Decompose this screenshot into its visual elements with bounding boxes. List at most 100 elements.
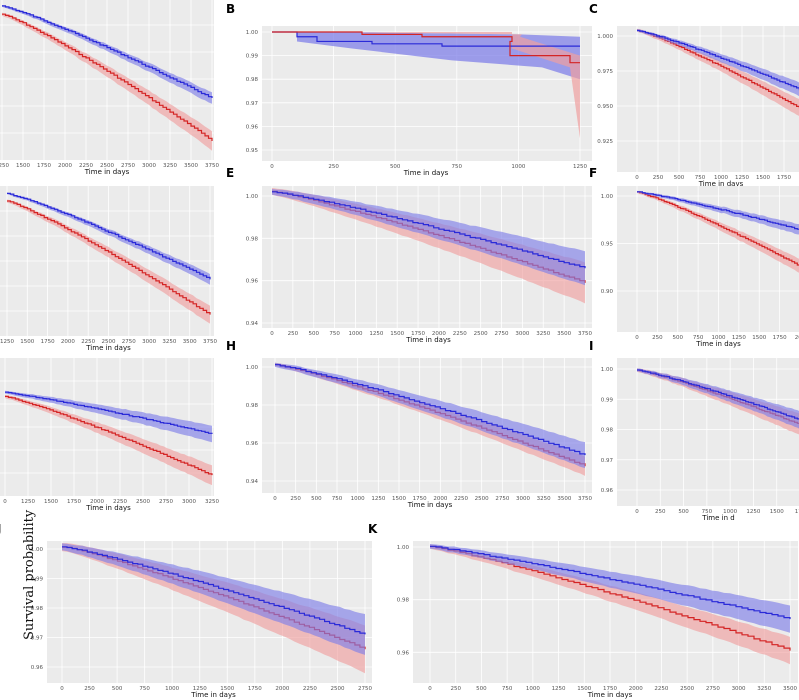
x-tick-label: 3750: [205, 163, 219, 169]
x-tick-label: 1000: [351, 496, 365, 502]
x-tick-label: 2250: [79, 163, 93, 169]
y-tick-label: 1.00: [246, 365, 259, 371]
y-tick-label: 0.96: [397, 650, 410, 656]
x-tick-label: 1750: [41, 339, 55, 345]
x-tick-label: 1250: [573, 164, 587, 170]
x-axis-label: Time in days: [587, 691, 633, 699]
x-tick-label: 2750: [122, 339, 136, 345]
x-tick-label: 2250: [654, 686, 668, 692]
x-tick-label: 1750: [37, 163, 51, 169]
x-tick-label: 1000: [165, 686, 179, 692]
y-tick-label: 0.97: [31, 636, 44, 642]
x-axis-label: Time in days: [85, 504, 131, 512]
panel-h: 0 250 500 750 1000 1250 1500 1750 2000 2250 2500 27…: [246, 358, 592, 509]
red-survival-line: [7, 200, 211, 315]
blue-confidence-band: [637, 368, 799, 429]
panel-a: 1250 1500 1750 2000 2250 2500 2750 3000 3250 3500…: [0, 0, 219, 176]
blue-survival-line: [62, 546, 366, 635]
x-tick-label: 2250: [81, 339, 95, 345]
blue-confidence-band: [430, 544, 790, 633]
x-tick-label: 1000: [511, 164, 525, 170]
red-survival-line: [272, 31, 580, 64]
y-tick-label: 0.96: [246, 441, 259, 447]
y-tick-label: 0.95: [246, 148, 259, 154]
x-tick-label: 0: [635, 175, 639, 181]
x-tick-label: 1750: [413, 496, 427, 502]
blue-survival-line: [5, 391, 213, 434]
x-tick-label: 2750: [495, 331, 509, 337]
blue-survival-line: [275, 364, 586, 456]
x-tick-label: 1250: [0, 163, 9, 169]
x-tick-label: 0: [273, 496, 277, 502]
x-axis-label: Time in days: [85, 344, 131, 352]
blue-confidence-band: [272, 32, 580, 80]
blue-survival-line: [2, 5, 213, 98]
x-tick-label: 500: [673, 335, 684, 341]
x-tick-label: 250: [290, 496, 301, 502]
x-tick-label: 3250: [162, 339, 176, 345]
blue-survival-line: [430, 545, 791, 620]
x-tick-label: 2250: [453, 331, 467, 337]
x-axis-label: Time in days: [190, 691, 236, 699]
x-tick-label: 1250: [369, 331, 383, 337]
y-tick-label: 1.000: [597, 34, 613, 40]
x-tick-label: 2250: [454, 496, 468, 502]
panel-c: 025050075010001250150017502001.0000.9750…: [597, 26, 799, 188]
x-tick-label: 3250: [205, 499, 219, 505]
x-tick-label: 2000: [90, 499, 104, 505]
x-tick-label: 500: [308, 331, 319, 337]
x-tick-label: 500: [678, 509, 689, 515]
x-tick-label: 3000: [732, 686, 746, 692]
x-tick-label: 1500: [752, 335, 766, 341]
blue-confidence-band: [62, 543, 365, 655]
x-tick-label: 2750: [358, 686, 372, 692]
blue-confidence-band: [637, 190, 799, 235]
x-tick-label: 500: [476, 686, 487, 692]
x-tick-label: 2500: [330, 686, 344, 692]
y-tick-label: 0.90: [601, 289, 614, 295]
x-tick-label: 3250: [757, 686, 771, 692]
x-tick-label: 1250: [0, 339, 14, 345]
x-tick-label: 3500: [783, 686, 797, 692]
blue-survival-line: [637, 369, 799, 420]
x-tick-label: 3750: [578, 331, 592, 337]
y-tick-label: 0.98: [601, 428, 614, 434]
x-tick-label: 2500: [474, 331, 488, 337]
x-tick-label: 1750: [777, 175, 791, 181]
x-tick-label: 2000: [58, 163, 72, 169]
x-tick-label: 1000: [712, 335, 726, 341]
x-tick-label: 1750: [248, 686, 262, 692]
x-tick-label: 1000: [714, 175, 728, 181]
y-tick-label: 0.96: [246, 279, 259, 285]
x-tick-label: 3250: [163, 163, 177, 169]
x-tick-label: 1250: [732, 335, 746, 341]
x-tick-label: 500: [112, 686, 123, 692]
x-tick-label: 0: [3, 499, 7, 505]
panel-background: [617, 186, 799, 332]
x-tick-label: 3000: [515, 331, 529, 337]
panel-background: [262, 358, 592, 493]
y-tick-label: 0.925: [597, 139, 613, 145]
x-tick-label: 750: [702, 509, 713, 515]
red-confidence-band: [637, 28, 799, 116]
y-tick-label: 0.96: [31, 665, 44, 671]
blue-survival-line: [272, 31, 580, 47]
y-tick-label: 0.96: [246, 124, 259, 130]
y-tick-label: 0.975: [597, 69, 613, 75]
panel-j: 0 250 500 750 1000 1250 1500 1750 2000 2250 2500 27…: [31, 541, 372, 699]
x-tick-label: 1500: [390, 331, 404, 337]
panel-i: 0 250 500 750 1000 1250 1500 175 1.00 0.99 0.98 0.9…: [601, 358, 799, 522]
x-tick-label: 250: [652, 335, 663, 341]
panel-label-h: H: [226, 339, 236, 353]
x-tick-label: 2000: [629, 686, 643, 692]
y-tick-label: 0.97: [601, 458, 614, 464]
blue-confidence-band: [272, 189, 585, 286]
x-tick-label: 1250: [735, 175, 749, 181]
x-tick-label: 3750: [578, 496, 592, 502]
y-tick-label: 1.00: [246, 194, 259, 200]
y-tick-label: 0.94: [246, 321, 259, 327]
red-confidence-band: [5, 394, 212, 486]
x-tick-label: 2500: [680, 686, 694, 692]
y-tick-label: 0.98: [246, 236, 259, 242]
x-tick-label: 2000: [433, 496, 447, 502]
